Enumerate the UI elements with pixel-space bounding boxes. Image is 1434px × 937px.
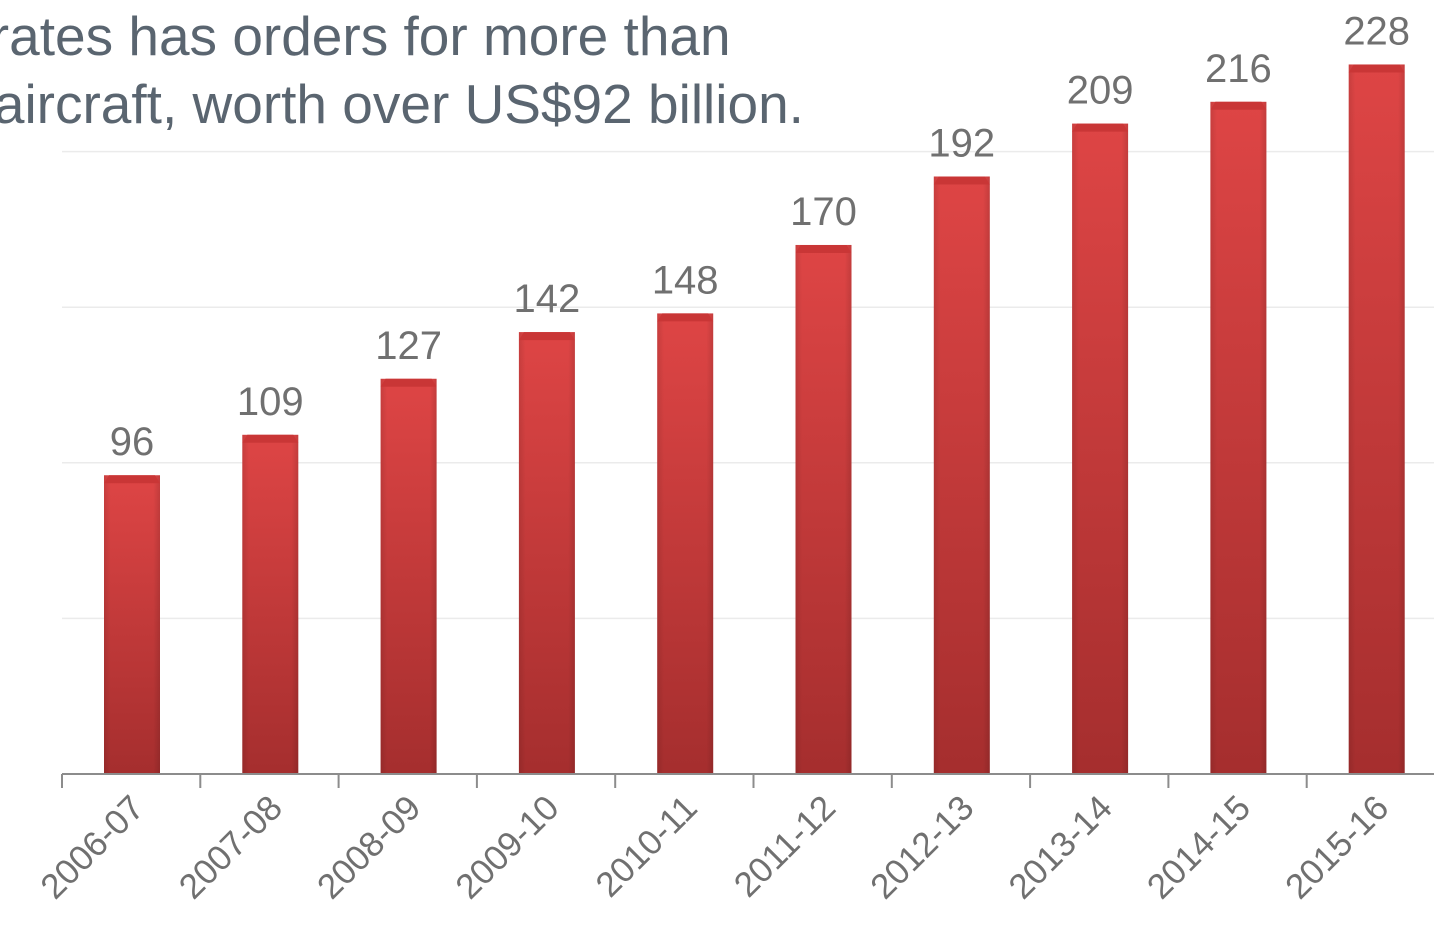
bar-shading bbox=[242, 434, 299, 774]
x-tick-labels: 2006-07 2007-08 2008-09 2009-10 2010-11 2011-… bbox=[33, 788, 1396, 906]
bar-shading bbox=[657, 313, 714, 774]
data-label: 209 bbox=[1067, 69, 1134, 113]
x-tick-label: 2014-15 bbox=[1140, 788, 1258, 906]
data-label: 96 bbox=[110, 420, 155, 464]
x-tick-label: 2012-13 bbox=[863, 788, 981, 906]
value-labels: 96 109 127 142 148 170 192 209 216 228 bbox=[110, 9, 1410, 464]
data-label: 170 bbox=[790, 190, 857, 234]
bar-shading bbox=[1348, 64, 1405, 775]
x-tick-label: 2015-16 bbox=[1278, 788, 1396, 906]
bar-cap bbox=[933, 176, 990, 185]
bar-cap bbox=[657, 313, 714, 322]
x-tick-label: 2010-11 bbox=[588, 788, 705, 905]
headline-line-1: nirates has orders for more than bbox=[0, 5, 731, 67]
data-label: 142 bbox=[514, 277, 581, 321]
x-tick-label: 2011-12 bbox=[727, 788, 844, 905]
data-label: 109 bbox=[237, 380, 304, 424]
headline-line-2: 9 aircraft, worth over US$92 billion. bbox=[0, 73, 804, 135]
x-tick-label: 2007-08 bbox=[172, 788, 290, 906]
x-tick-label: 2013-14 bbox=[1001, 788, 1119, 906]
bar-cap bbox=[104, 475, 160, 484]
bar-shading bbox=[518, 332, 575, 774]
x-tick-label: 2008-09 bbox=[310, 788, 428, 906]
bar-cap bbox=[795, 244, 852, 253]
data-label: 228 bbox=[1343, 9, 1410, 53]
bar-cap bbox=[518, 332, 575, 341]
bar-shading bbox=[104, 475, 160, 774]
bar-cap bbox=[380, 378, 437, 387]
x-tick-label: 2006-07 bbox=[33, 788, 151, 906]
data-label: 216 bbox=[1205, 47, 1272, 91]
data-label: 127 bbox=[375, 324, 442, 368]
bar-cap bbox=[242, 434, 299, 443]
bar-cap bbox=[1072, 123, 1129, 132]
bar-cap bbox=[1210, 101, 1267, 110]
bar-shading bbox=[1210, 101, 1267, 775]
data-label: 148 bbox=[652, 258, 719, 302]
bars bbox=[104, 64, 1405, 775]
bar-shading bbox=[795, 244, 852, 774]
bar-cap bbox=[1348, 64, 1405, 73]
x-axis bbox=[61, 773, 1434, 788]
x-tick-label: 2009-10 bbox=[448, 788, 566, 906]
bar-shading bbox=[380, 378, 437, 774]
headline: nirates has orders for more than 9 aircr… bbox=[0, 2, 804, 138]
bar-shading bbox=[1072, 123, 1129, 775]
data-label: 192 bbox=[928, 121, 995, 165]
bar-shading bbox=[933, 176, 990, 775]
